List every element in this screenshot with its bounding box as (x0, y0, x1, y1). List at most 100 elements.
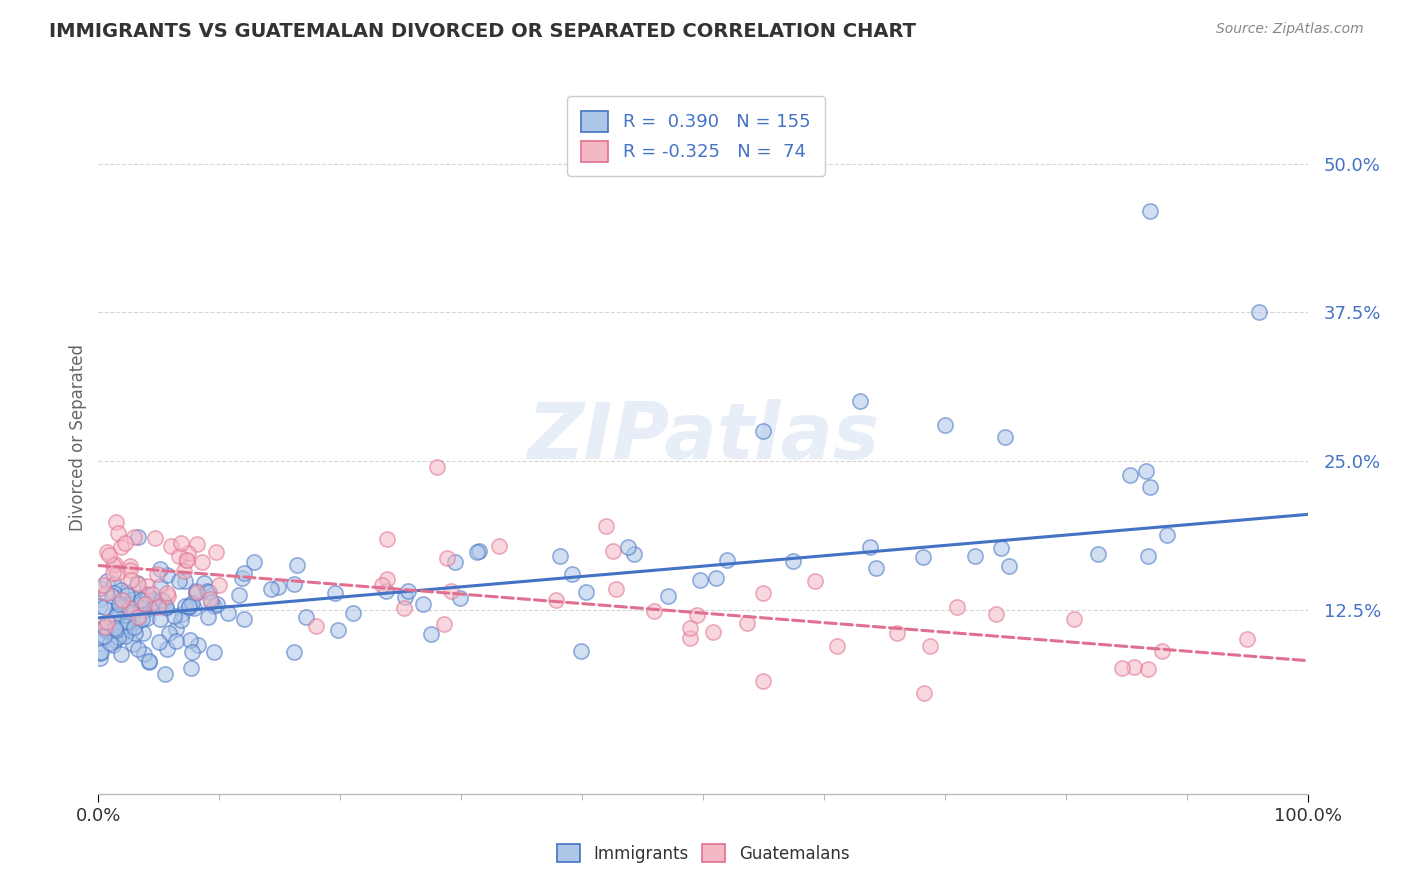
Point (110, 540, 132, 554)
Point (686, 607, 709, 622)
Point (153, 666, 176, 681)
Point (571, 644, 593, 658)
Point (305, 619, 328, 633)
Point (752, 424, 775, 438)
Point (165, 622, 187, 636)
Point (120, 563, 142, 577)
Point (105, 603, 128, 617)
Point (912, 686, 935, 700)
Point (623, 547, 645, 561)
Point (374, 583, 396, 598)
Point (170, 607, 193, 621)
Point (704, 571, 727, 585)
Point (197, 583, 219, 598)
Point (136, 611, 159, 625)
Point (198, 591, 221, 606)
Point (135, 579, 157, 593)
Point (103, 633, 125, 648)
Point (90, 644, 112, 658)
Point (243, 555, 266, 569)
Point (396, 583, 419, 598)
Point (804, 574, 827, 589)
Point (412, 597, 434, 611)
Point (200, 595, 222, 609)
Point (994, 430, 1017, 444)
Point (865, 561, 887, 575)
Point (124, 592, 146, 607)
Point (444, 555, 467, 569)
Point (110, 647, 132, 661)
Point (117, 623, 139, 637)
Point (679, 631, 702, 645)
Point (186, 585, 208, 599)
Point (131, 595, 153, 609)
Point (115, 604, 138, 618)
Point (643, 604, 665, 618)
Point (180, 661, 202, 675)
Point (197, 609, 219, 624)
Point (105, 624, 128, 638)
Point (1111, 660, 1133, 674)
Point (191, 555, 214, 569)
Point (433, 616, 456, 631)
Point (179, 599, 201, 614)
Point (122, 620, 145, 634)
Point (121, 637, 143, 651)
Point (136, 589, 159, 603)
Point (141, 587, 163, 601)
Legend: Immigrants, Guatemalans: Immigrants, Guatemalans (548, 836, 858, 871)
Point (436, 550, 458, 565)
Point (689, 574, 711, 588)
Point (114, 629, 136, 643)
Point (146, 599, 169, 614)
Point (984, 607, 1007, 622)
Point (104, 621, 127, 635)
Point (115, 588, 138, 602)
Point (180, 645, 202, 659)
Point (165, 633, 187, 648)
Point (153, 595, 176, 609)
Point (118, 558, 141, 573)
Point (204, 645, 226, 659)
Point (132, 647, 155, 661)
Point (138, 655, 160, 669)
Point (285, 558, 308, 573)
Point (96, 574, 118, 588)
Point (207, 597, 229, 611)
Point (93, 629, 115, 643)
Point (129, 594, 152, 608)
Point (121, 605, 143, 619)
Point (827, 639, 849, 653)
Point (149, 578, 172, 592)
Point (143, 531, 166, 545)
Point (117, 615, 139, 630)
Point (107, 630, 129, 644)
Point (127, 614, 149, 628)
Point (617, 541, 640, 555)
Point (135, 587, 157, 601)
Point (440, 583, 463, 598)
Point (283, 645, 305, 659)
Point (1249, 305, 1271, 319)
Point (295, 609, 318, 624)
Point (105, 566, 128, 580)
Point (89, 591, 111, 606)
Point (89, 646, 111, 660)
Point (1136, 662, 1159, 676)
Point (179, 633, 201, 648)
Point (267, 580, 290, 594)
Point (886, 626, 908, 640)
Point (1137, 549, 1160, 564)
Point (488, 539, 510, 553)
Point (602, 543, 624, 558)
Point (138, 601, 160, 615)
Point (127, 642, 149, 657)
Point (114, 622, 136, 636)
Point (93, 600, 115, 615)
Point (124, 625, 146, 640)
Point (134, 597, 156, 611)
Point (101, 638, 124, 652)
Point (394, 590, 416, 604)
Point (101, 566, 124, 581)
Point (1087, 547, 1109, 561)
